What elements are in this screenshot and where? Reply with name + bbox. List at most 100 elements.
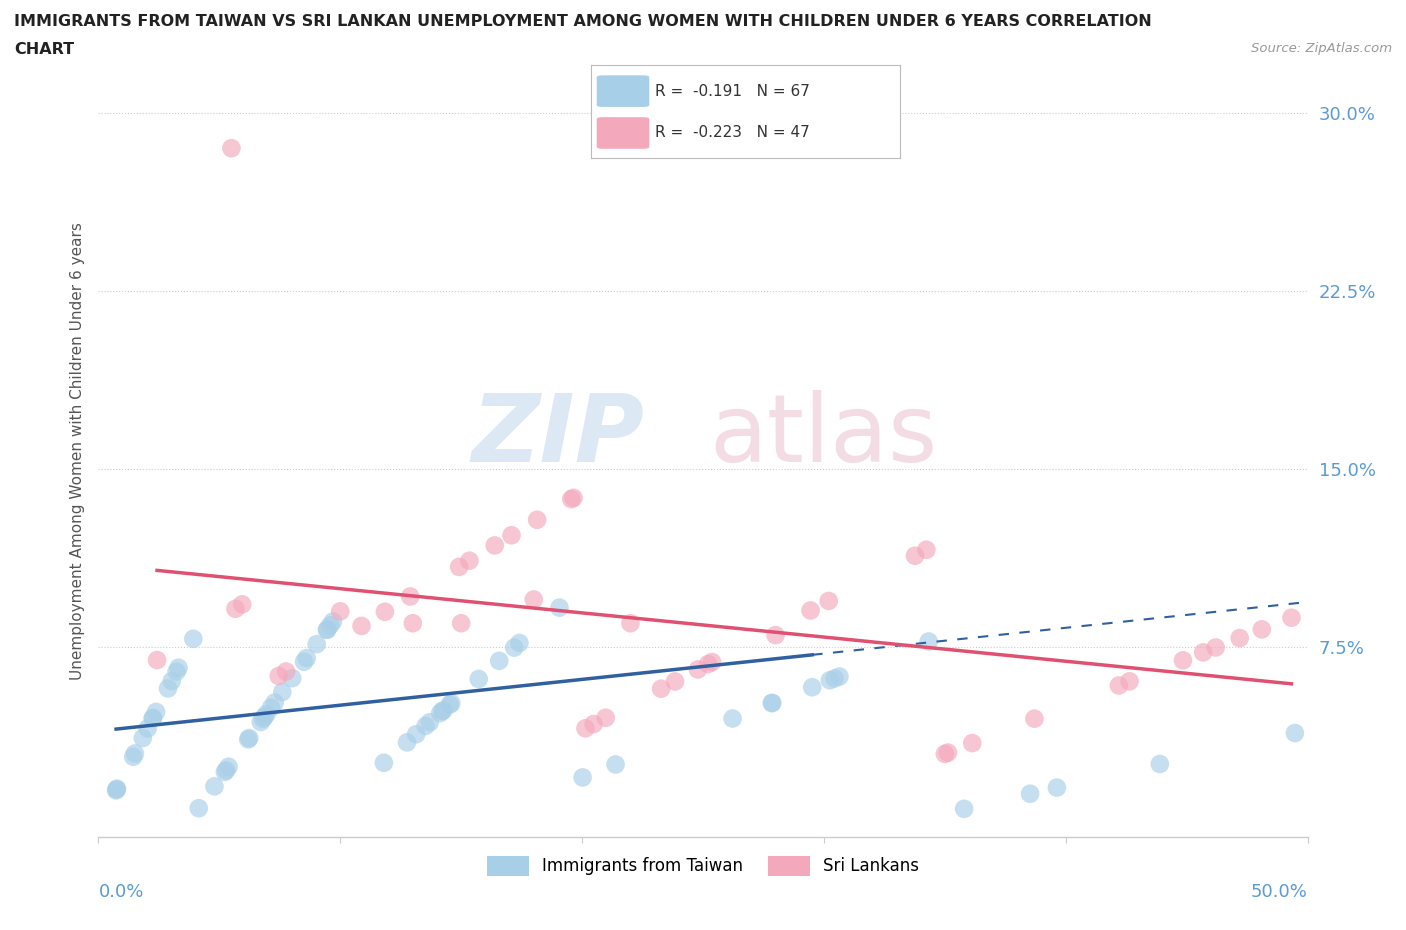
Point: [619, 616, 641, 631]
Point: [936, 745, 959, 760]
Point: [700, 655, 723, 670]
Point: [319, 618, 342, 632]
Point: [488, 654, 510, 669]
Point: [322, 614, 344, 629]
Point: [292, 655, 315, 670]
Point: [142, 711, 165, 725]
Point: [508, 635, 530, 650]
Point: [238, 732, 260, 747]
Point: [574, 721, 596, 736]
Point: [238, 731, 260, 746]
Point: [399, 589, 422, 604]
Point: [801, 680, 824, 695]
Text: ZIP: ZIP: [471, 390, 644, 482]
Point: [650, 682, 672, 697]
Point: [1046, 780, 1069, 795]
Point: [1229, 631, 1251, 645]
Point: [824, 671, 846, 685]
Point: [260, 700, 283, 715]
Point: [582, 717, 605, 732]
Point: [450, 616, 472, 631]
Point: [818, 673, 841, 688]
Point: [817, 593, 839, 608]
Point: [181, 631, 204, 646]
Point: [571, 770, 593, 785]
Point: [231, 597, 253, 612]
Point: [439, 698, 461, 712]
Point: [1284, 725, 1306, 740]
Text: IMMIGRANTS FROM TAIWAN VS SRI LANKAN UNEMPLOYMENT AMONG WOMEN WITH CHILDREN UNDE: IMMIGRANTS FROM TAIWAN VS SRI LANKAN UNE…: [14, 14, 1152, 29]
Point: [136, 721, 159, 736]
Point: [1108, 678, 1130, 693]
Point: [350, 618, 373, 633]
Point: [252, 711, 274, 726]
Point: [271, 684, 294, 699]
Point: [105, 783, 128, 798]
Point: [267, 669, 290, 684]
Point: [449, 560, 471, 575]
Point: [526, 512, 548, 527]
Point: [305, 637, 328, 652]
Point: [373, 755, 395, 770]
Point: [221, 140, 243, 155]
Point: [1019, 786, 1042, 801]
Point: [402, 616, 425, 631]
Point: [145, 704, 167, 719]
Point: [105, 782, 128, 797]
Point: [187, 801, 209, 816]
Point: [395, 735, 418, 750]
Text: 0.0%: 0.0%: [98, 884, 143, 901]
Point: [415, 719, 437, 734]
Text: 50.0%: 50.0%: [1251, 884, 1308, 901]
Point: [124, 746, 146, 761]
Point: [218, 759, 240, 774]
Point: [281, 671, 304, 685]
Point: [295, 651, 318, 666]
Point: [167, 660, 190, 675]
Point: [160, 673, 183, 688]
Point: [761, 696, 783, 711]
Point: [1171, 653, 1194, 668]
FancyBboxPatch shape: [596, 117, 650, 149]
Point: [432, 704, 454, 719]
Point: [146, 653, 169, 668]
Point: [560, 492, 582, 507]
Point: [316, 622, 339, 637]
Point: [605, 757, 627, 772]
Text: R =  -0.191   N = 67: R = -0.191 N = 67: [655, 84, 810, 99]
Point: [166, 664, 188, 679]
Text: R =  -0.223   N = 47: R = -0.223 N = 47: [655, 126, 810, 140]
Point: [918, 634, 941, 649]
Point: [374, 604, 396, 619]
Point: [142, 711, 165, 725]
Point: [484, 538, 506, 552]
Text: Source: ZipAtlas.com: Source: ZipAtlas.com: [1251, 42, 1392, 55]
Point: [156, 681, 179, 696]
Point: [405, 727, 427, 742]
Point: [1205, 640, 1227, 655]
Point: [254, 707, 277, 722]
Point: [432, 703, 454, 718]
Point: [962, 736, 984, 751]
Point: [828, 669, 851, 684]
Point: [440, 696, 463, 711]
Point: [316, 622, 339, 637]
Point: [419, 715, 441, 730]
Y-axis label: Unemployment Among Women with Children Under 6 years: Unemployment Among Women with Children U…: [69, 222, 84, 680]
Point: [664, 674, 686, 689]
Point: [934, 747, 956, 762]
Point: [1250, 622, 1272, 637]
Point: [263, 695, 285, 710]
Point: [501, 528, 523, 543]
Point: [686, 662, 709, 677]
Point: [523, 592, 546, 607]
Point: [765, 628, 787, 643]
Legend: Immigrants from Taiwan, Sri Lankans: Immigrants from Taiwan, Sri Lankans: [481, 849, 925, 883]
Point: [915, 542, 938, 557]
Point: [122, 750, 145, 764]
Point: [721, 711, 744, 726]
Point: [1192, 644, 1215, 659]
Point: [458, 553, 481, 568]
Point: [329, 604, 352, 618]
Point: [429, 706, 451, 721]
